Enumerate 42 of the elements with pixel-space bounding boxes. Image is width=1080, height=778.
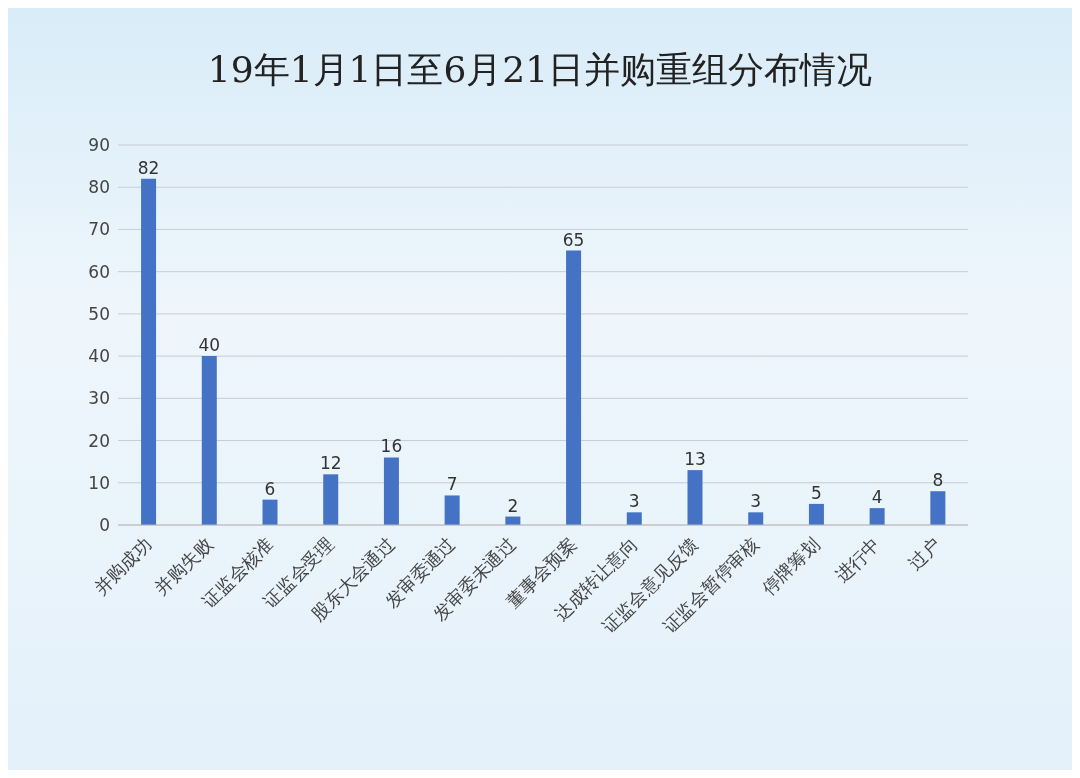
data-label: 3 xyxy=(628,491,640,512)
y-tick-label: 80 xyxy=(88,177,110,198)
data-label: 5 xyxy=(811,482,822,503)
bar xyxy=(141,178,157,525)
y-tick-label: 10 xyxy=(88,472,110,493)
data-label: 40 xyxy=(198,335,221,356)
bar xyxy=(808,503,824,525)
x-tick-label: 并购成功 xyxy=(89,533,156,599)
bar xyxy=(566,250,582,525)
data-label: 65 xyxy=(562,229,585,250)
bar xyxy=(930,491,946,525)
y-tick-label: 60 xyxy=(88,261,110,282)
bar xyxy=(323,474,339,525)
data-label: 13 xyxy=(684,449,706,470)
x-tick-label: 停牌筹划 xyxy=(757,533,824,599)
y-tick-label: 40 xyxy=(88,346,110,367)
data-label: 12 xyxy=(319,453,342,474)
data-label: 8 xyxy=(932,470,944,491)
chart-title: 19年1月1日至6月21日并购重组分布情况 xyxy=(206,48,874,92)
y-tick-label: 0 xyxy=(99,515,110,536)
data-label: 16 xyxy=(380,436,403,457)
data-label: 3 xyxy=(750,491,762,512)
data-label: 7 xyxy=(446,474,458,495)
bar xyxy=(383,457,399,525)
data-label: 2 xyxy=(507,495,519,516)
bar xyxy=(201,356,217,525)
bar xyxy=(262,499,278,525)
x-tick-label: 进行中 xyxy=(830,533,884,587)
x-tick-label: 过户 xyxy=(904,533,945,574)
y-tick-label: 30 xyxy=(88,388,110,409)
bar xyxy=(687,470,703,525)
y-tick-label: 50 xyxy=(88,303,110,324)
data-label: 82 xyxy=(137,157,160,178)
data-label: 4 xyxy=(871,487,883,508)
bar xyxy=(869,508,885,525)
bar xyxy=(626,512,642,525)
bar xyxy=(748,512,764,525)
bar xyxy=(444,495,460,525)
y-tick-label: 70 xyxy=(88,219,110,240)
y-tick-label: 90 xyxy=(88,135,110,156)
data-label: 6 xyxy=(264,478,276,499)
y-tick-label: 20 xyxy=(88,430,110,451)
